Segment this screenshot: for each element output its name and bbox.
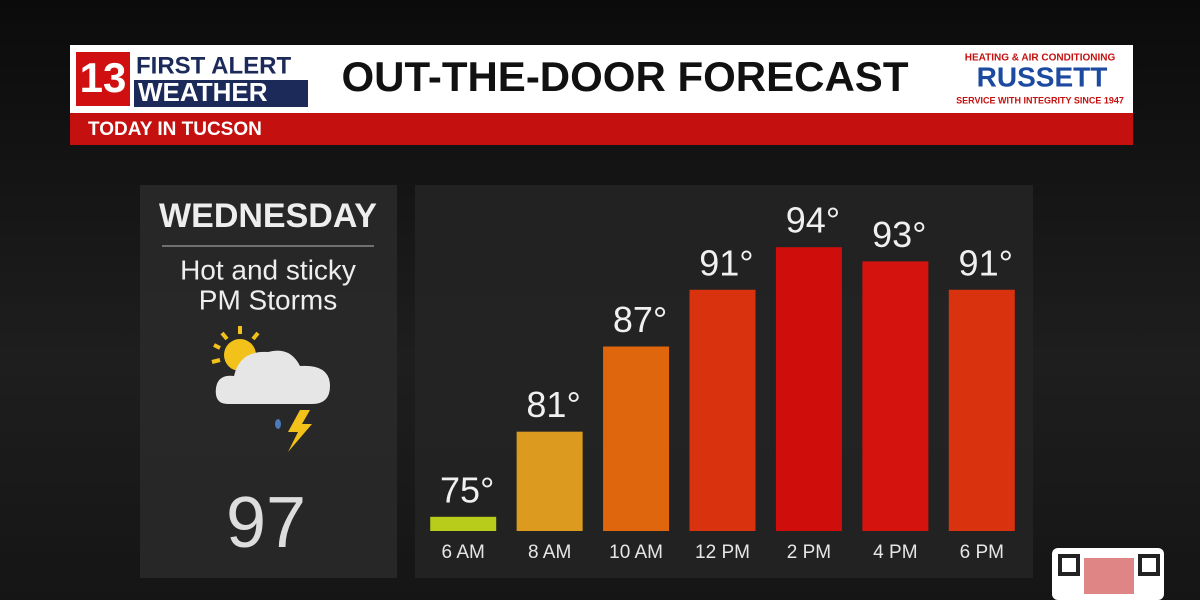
value-label: 93° — [872, 214, 926, 255]
bar — [775, 247, 842, 531]
bar — [948, 289, 1015, 531]
qr-code — [1052, 548, 1164, 600]
value-label: 87° — [613, 299, 667, 340]
header-subtitle: TODAY IN TUCSON — [88, 119, 262, 140]
x-tick-label: 2 PM — [787, 542, 831, 563]
subtitle-bar — [70, 113, 1133, 145]
sponsor-bottom: SERVICE WITH INTEGRITY SINCE 1947 — [956, 95, 1124, 105]
x-tick-label: 6 PM — [960, 542, 1004, 563]
sponsor-top: HEATING & AIR CONDITIONING — [965, 53, 1116, 64]
x-tick-label: 12 PM — [695, 542, 750, 563]
value-label: 91° — [699, 242, 753, 283]
condition-line1: Hot and sticky — [180, 254, 356, 285]
bar — [516, 431, 583, 531]
x-tick-label: 10 AM — [609, 542, 663, 563]
bar — [430, 516, 497, 531]
logo-line2: WEATHER — [138, 77, 268, 107]
bar — [603, 346, 670, 531]
day-name: WEDNESDAY — [159, 197, 377, 235]
value-label: 81° — [526, 384, 580, 425]
high-temp: 97 — [226, 483, 306, 563]
condition-line2: PM Storms — [199, 284, 337, 315]
header-title: OUT-THE-DOOR FORECAST — [342, 53, 909, 100]
value-label: 94° — [786, 200, 840, 241]
logo-number: 13 — [80, 54, 127, 101]
logo-box — [76, 52, 130, 106]
x-tick-label: 8 AM — [528, 542, 571, 563]
weather-icon — [211, 326, 330, 452]
logo-box2 — [134, 80, 308, 107]
sponsor-name: RUSSETT — [977, 61, 1108, 92]
value-label: 91° — [959, 242, 1013, 283]
logo-line1: FIRST ALERT — [136, 52, 291, 79]
bar — [862, 261, 929, 531]
x-tick-label: 6 AM — [442, 542, 485, 563]
bar — [689, 289, 756, 531]
x-tick-label: 4 PM — [873, 542, 917, 563]
value-label: 75° — [440, 469, 494, 510]
